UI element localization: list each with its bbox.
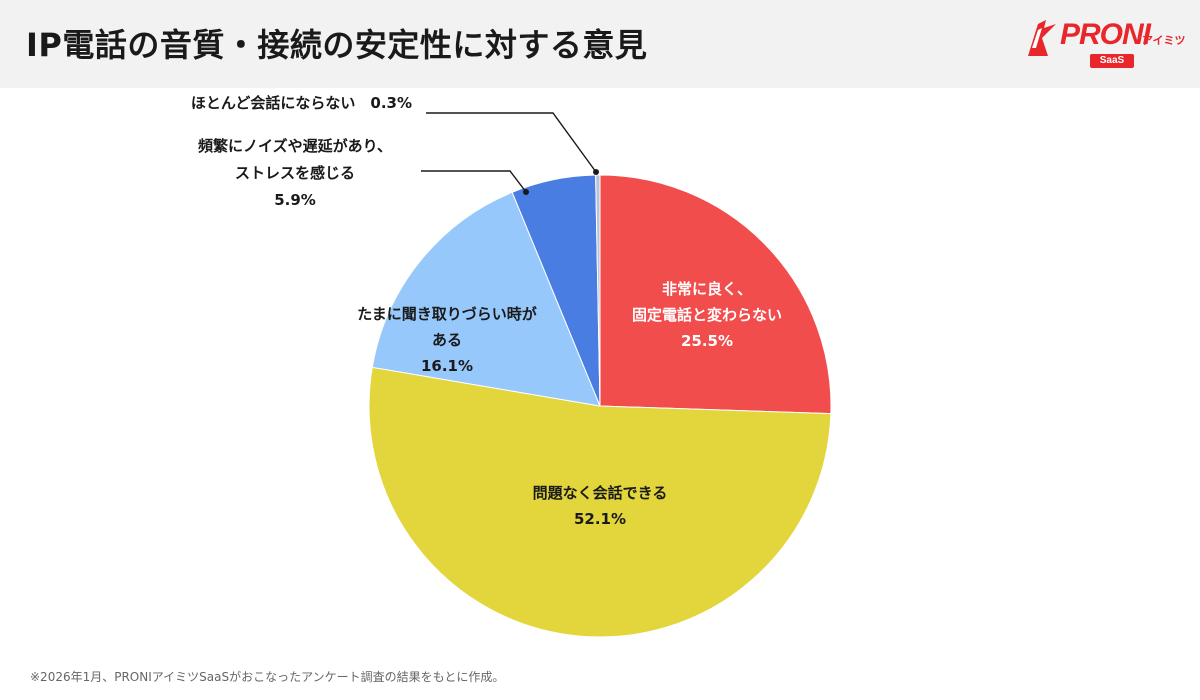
callout-dot-3 <box>523 189 529 195</box>
callout-line-4 <box>426 112 597 173</box>
slice-label-3: 頻繁にノイズや遅延があり、ストレスを感じる 5.9% <box>198 137 392 209</box>
pie-chart: 非常に良く、固定電話と変わらない 25.5% 問題なく会話できる 52.1% たまに聞き… <box>191 94 832 638</box>
pie-labels: 非常に良く、固定電話と変わらない 25.5% 問題なく会話できる 52.1% たまに聞き… <box>191 94 782 528</box>
header-bar: IP電話の音質・接続の安定性に対する意見 PRONI アイミツ SaaS <box>0 0 1200 88</box>
logo-sub-text: アイミツ <box>1142 34 1186 47</box>
slice-label-2: たまに聞き取りづらい時がある 16.1% <box>357 305 538 375</box>
pie-slice-4 <box>595 174 601 407</box>
pie-slice-2 <box>371 191 601 407</box>
pie-slice-1 <box>368 366 832 638</box>
proni-mark-icon <box>1028 20 1056 56</box>
callout-line-3 <box>421 170 527 193</box>
slice-label-4: ほとんど会話にならない 0.3% <box>191 94 412 112</box>
slice-label-0: 非常に良く、固定電話と変わらない 25.5% <box>632 280 782 350</box>
logo-brand-text: PRONI <box>1060 18 1151 51</box>
callout-dot-4 <box>593 169 599 175</box>
page-title: IP電話の音質・接続の安定性に対する意見 <box>26 26 648 64</box>
pie-slice-0 <box>599 174 832 415</box>
pie-slices <box>368 174 832 638</box>
proni-logo: PRONI アイミツ SaaS <box>1020 14 1190 72</box>
slice-label-1: 問題なく会話できる 52.1% <box>533 484 668 528</box>
pie-callouts <box>421 112 599 195</box>
footnote: ※2026年1月、PRONIアイミツSaaSがおこなったアンケート調査の結果をも… <box>30 670 505 684</box>
logo-badge: SaaS <box>1090 54 1134 68</box>
